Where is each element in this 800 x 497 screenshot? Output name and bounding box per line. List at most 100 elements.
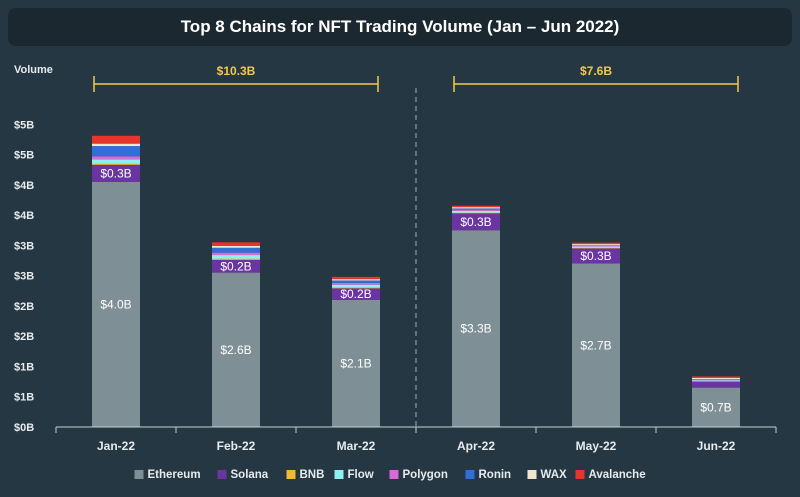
y-tick-label: $5B: [14, 150, 34, 162]
bar-segment-wax: [212, 245, 260, 248]
bar-segment-wax: [692, 377, 740, 380]
bar-segment-wax: [92, 143, 140, 147]
bar-segment-bnb: [212, 258, 260, 260]
bar-segment-wax: [332, 278, 380, 281]
bar-segment-solana: [572, 248, 620, 264]
data-label: $2.1B: [340, 356, 371, 370]
y-tick-label: $3B: [14, 240, 34, 252]
data-label: $0.7B: [700, 400, 731, 414]
bar-segment-polygon: [452, 209, 500, 211]
legend-item-avalanche: Avalanche: [575, 469, 646, 481]
bar-segment-bnb: [332, 286, 380, 289]
total-bracket: $10.3B: [93, 64, 379, 92]
legend-swatch: [527, 470, 537, 479]
bar-segment-ronin: [92, 146, 140, 157]
bar-stack: $2.1B $0.2B: [332, 276, 380, 427]
bar-segment-polygon: [332, 282, 380, 285]
legend-swatch: [217, 470, 227, 479]
bar-segment-ethereum: [92, 181, 140, 427]
data-label: $2.6B: [220, 343, 251, 357]
bar-segment-solana: [452, 213, 500, 231]
data-label: $0.2B: [340, 287, 371, 301]
legend-label: Flow: [348, 469, 374, 481]
x-axis: Jan-22 Feb-22 Mar-22 Apr-22 May-22 Jun-22: [55, 88, 777, 453]
bar-segment-flow: [572, 246, 620, 248]
legend-label: Ethereum: [148, 469, 201, 481]
bar-segment-flow: [332, 284, 380, 288]
bar-segment-avalanche: [332, 276, 380, 280]
bar-segment-polygon: [212, 252, 260, 256]
legend-item-ronin: Ronin: [465, 469, 512, 481]
bar-stack: $3.3B $0.3B: [452, 205, 500, 427]
legend-label: Avalanche: [589, 469, 646, 481]
bar-segment-ethereum: [572, 263, 620, 427]
x-tick-label: Jun-22: [697, 439, 736, 453]
bar-segment-avalanche: [212, 242, 260, 246]
bar-segment-ethereum: [452, 230, 500, 427]
bar-segment-wax: [452, 206, 500, 209]
legend-label: Ronin: [479, 469, 512, 481]
legend-item-bnb: BNB: [286, 469, 325, 481]
x-tick-label: Jan-22: [97, 439, 135, 453]
legend-swatch: [286, 470, 296, 479]
legend-swatch: [334, 470, 344, 479]
bar-segment-avalanche: [452, 205, 500, 208]
bar-segment-solana: [332, 288, 380, 300]
bar-segment-avalanche: [92, 135, 140, 144]
legend-label: Solana: [231, 469, 269, 481]
legend-label: Polygon: [403, 469, 448, 481]
bar-segment-flow: [212, 255, 260, 259]
data-label: $0.2B: [220, 259, 251, 273]
bar-segment-ethereum: [212, 272, 260, 427]
bar-stack: $2.6B $0.2B: [212, 242, 260, 427]
data-label: $0.3B: [580, 249, 611, 263]
bar-stack: $0.7B: [692, 376, 740, 427]
y-tick-label: $4B: [14, 180, 34, 192]
legend-item-polygon: Polygon: [389, 469, 448, 481]
chart-title: Top 8 Chains for NFT Trading Volume (Jan…: [180, 17, 620, 36]
bar-segment-ronin: [452, 208, 500, 210]
bars: $4.0B $0.3B $2.6B $0.2B $2.1B $0.2B $3.3B $0.3B…: [92, 135, 740, 427]
bar-stack: $4.0B $0.3B: [92, 135, 140, 427]
bar-segment-wax: [572, 243, 620, 246]
x-tick-label: Apr-22: [457, 439, 495, 453]
legend-swatch: [389, 470, 399, 479]
bar-segment-ethereum: [692, 387, 740, 427]
x-tick-label: May-22: [576, 439, 617, 453]
bar-segment-solana: [92, 164, 140, 182]
y-axis: $0B $1B $1B $2B $2B $3B $3B $4B $4B $5B $5B: [14, 119, 34, 434]
bar-segment-solana: [212, 259, 260, 273]
total-bracket: $7.6B: [453, 64, 739, 92]
bar-segment-bnb: [92, 163, 140, 165]
y-tick-label: $4B: [14, 210, 34, 222]
legend-label: WAX: [541, 469, 568, 481]
legend-swatch: [134, 470, 144, 479]
x-tick-label: Feb-22: [217, 439, 256, 453]
legend-item-ethereum: Ethereum: [134, 469, 201, 481]
legend-item-solana: Solana: [217, 469, 269, 481]
bar-segment-ronin: [332, 280, 380, 283]
y-tick-label: $3B: [14, 271, 34, 283]
bar-segment-polygon: [92, 156, 140, 160]
legend-label: BNB: [300, 469, 325, 481]
y-tick-label: $1B: [14, 392, 34, 404]
data-label: $0.3B: [460, 215, 491, 229]
data-label: $3.3B: [460, 322, 491, 336]
legend-swatch: [465, 470, 475, 479]
bar-segment-flow: [92, 159, 140, 164]
y-tick-label: $5B: [14, 119, 34, 131]
bar-segment-avalanche: [692, 376, 740, 378]
legend-swatch: [575, 470, 585, 479]
bracket-total-label: $10.3B: [217, 64, 256, 78]
data-label: $2.7B: [580, 338, 611, 352]
legend-item-wax: WAX: [527, 469, 568, 481]
bar-segment-avalanche: [572, 242, 620, 245]
legend: Ethereum Solana BNB Flow Polygon Ronin WAX Aval…: [134, 469, 646, 481]
y-tick-label: $0B: [14, 422, 34, 434]
bar-stack: $2.7B $0.3B: [572, 242, 620, 427]
y-tick-label: $2B: [14, 301, 34, 313]
x-tick-label: Mar-22: [337, 439, 376, 453]
legend-item-flow: Flow: [334, 469, 374, 481]
bar-segment-flow: [452, 210, 500, 213]
y-tick-label: $1B: [14, 361, 34, 373]
